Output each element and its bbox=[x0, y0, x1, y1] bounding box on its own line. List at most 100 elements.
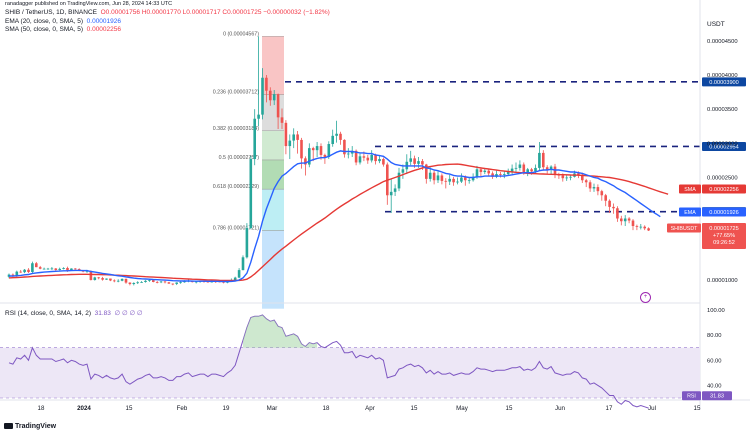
candle-body bbox=[577, 173, 580, 175]
candle-body bbox=[105, 278, 108, 280]
candle-body bbox=[440, 175, 444, 181]
candle-body bbox=[194, 281, 198, 283]
candle-body bbox=[358, 156, 362, 163]
candle-body bbox=[35, 263, 38, 268]
candle-body bbox=[85, 270, 89, 272]
candle-body bbox=[167, 282, 171, 284]
time-tick-label: Feb bbox=[177, 405, 188, 412]
candle-body bbox=[350, 150, 354, 154]
tradingview-logo: TradingView bbox=[4, 423, 56, 430]
candle-body bbox=[483, 170, 487, 173]
candle-body bbox=[561, 175, 565, 179]
price-tick-label: 0.00003000 bbox=[707, 141, 738, 147]
candle-body bbox=[311, 148, 315, 151]
candles bbox=[7, 36, 650, 286]
time-tick-label: 15 bbox=[694, 405, 701, 412]
fib-label: 0.618 (0.00002329) bbox=[213, 184, 259, 190]
last-price-label: 0.00001725 bbox=[709, 226, 739, 232]
candle-body bbox=[155, 281, 159, 283]
candle-body bbox=[66, 267, 69, 271]
ohlc-values: O0.00001756 H0.00001770 L0.00001717 C0.0… bbox=[100, 9, 330, 16]
candle-body bbox=[616, 208, 619, 219]
candle-body bbox=[97, 277, 100, 279]
candle-body bbox=[42, 268, 46, 270]
candle-body bbox=[421, 161, 424, 165]
candle-body bbox=[46, 268, 50, 270]
rsi-tick-label: 40.00 bbox=[707, 383, 722, 389]
rsi-legend-extra: ∅ ∅ ∅ ∅ bbox=[114, 310, 143, 317]
time-tick-label: Apr bbox=[365, 405, 375, 412]
rsi-band bbox=[0, 347, 700, 398]
rsi-tick-label: 100.00 bbox=[707, 308, 725, 314]
candle-body bbox=[23, 269, 26, 273]
candle-body bbox=[296, 134, 299, 140]
sma-legend[interactable]: SMA (50, close, 0, SMA, 5) 0.00002256 bbox=[5, 25, 121, 34]
candle-body bbox=[499, 174, 502, 175]
candle-body bbox=[354, 150, 358, 163]
ma-value-label: 0.00001926 bbox=[709, 210, 739, 216]
candle-body bbox=[518, 164, 522, 168]
candle-body bbox=[70, 268, 73, 271]
add-alert-icon[interactable]: + bbox=[640, 292, 651, 303]
candle-body bbox=[304, 158, 307, 165]
candle-body bbox=[389, 191, 393, 196]
candle-body bbox=[27, 269, 30, 273]
ma-value-label: 0.00002256 bbox=[709, 187, 739, 193]
rsi-pane: 100.00 80.00 60.00 40.00 RSI 31.83 bbox=[0, 308, 732, 409]
symbol-tag bbox=[667, 223, 701, 233]
candle-body bbox=[506, 172, 510, 175]
time-tick-label: 18 bbox=[323, 405, 330, 412]
candle-body bbox=[315, 146, 319, 151]
candle-body bbox=[101, 278, 104, 280]
rsi-tick-label: 60.00 bbox=[707, 358, 722, 364]
time-axis[interactable]: 18 2024 15 Feb 19 Mar 18 Apr 15 May 15 Jun 17 Jul 15 bbox=[38, 405, 701, 412]
candle-body bbox=[428, 172, 432, 179]
candle-body bbox=[510, 168, 514, 173]
candle-body bbox=[565, 177, 568, 179]
candle-body bbox=[362, 156, 366, 158]
candle-body bbox=[596, 187, 600, 192]
price-axis[interactable]: USDT0.000010000.000015000.000025000.0000… bbox=[0, 0, 750, 410]
candle-body bbox=[530, 169, 533, 172]
candle-body bbox=[308, 148, 311, 165]
candle-body bbox=[265, 77, 268, 91]
candle-body bbox=[257, 114, 260, 119]
level-tag bbox=[702, 141, 746, 151]
candle-body bbox=[378, 159, 381, 162]
candle-body bbox=[261, 77, 264, 115]
candle-body bbox=[542, 152, 545, 168]
candle-body bbox=[144, 280, 147, 282]
candle-body bbox=[7, 274, 11, 277]
price-tick-label: 0.00001000 bbox=[707, 278, 738, 284]
last-price-countdown: 09:26:52 bbox=[713, 240, 735, 246]
candle-body bbox=[233, 277, 237, 281]
candle-body bbox=[522, 164, 526, 173]
currency-label: USDT bbox=[707, 21, 725, 28]
time-tick-label: May bbox=[456, 405, 469, 412]
rsi-tick-label: 80.00 bbox=[707, 333, 722, 339]
candle-body bbox=[635, 226, 639, 227]
candle-body bbox=[120, 278, 124, 281]
candle-body bbox=[319, 146, 323, 155]
candle-body bbox=[569, 176, 572, 178]
rsi-legend[interactable]: RSI (14, close, 0, SMA, 14, 2) 31.83 ∅ ∅… bbox=[5, 309, 143, 318]
candle-body bbox=[514, 167, 518, 169]
candle-body bbox=[300, 139, 303, 159]
candle-body bbox=[50, 268, 54, 270]
candle-body bbox=[545, 167, 549, 170]
candle-body bbox=[276, 94, 280, 118]
ema-legend-value: 0.00001926 bbox=[86, 18, 121, 25]
candle-body bbox=[584, 180, 588, 183]
candle-body bbox=[436, 175, 440, 181]
candle-body bbox=[538, 152, 541, 168]
sma50-line bbox=[8, 163, 669, 282]
candle-body bbox=[93, 277, 97, 280]
ema-legend[interactable]: EMA (20, close, 0, SMA, 5) 0.00001926 bbox=[5, 17, 121, 26]
ma-name-tag bbox=[679, 184, 701, 194]
candle-body bbox=[503, 174, 506, 175]
candle-body bbox=[128, 282, 132, 285]
ma-value-tag bbox=[702, 184, 746, 194]
candle-body bbox=[604, 195, 607, 201]
